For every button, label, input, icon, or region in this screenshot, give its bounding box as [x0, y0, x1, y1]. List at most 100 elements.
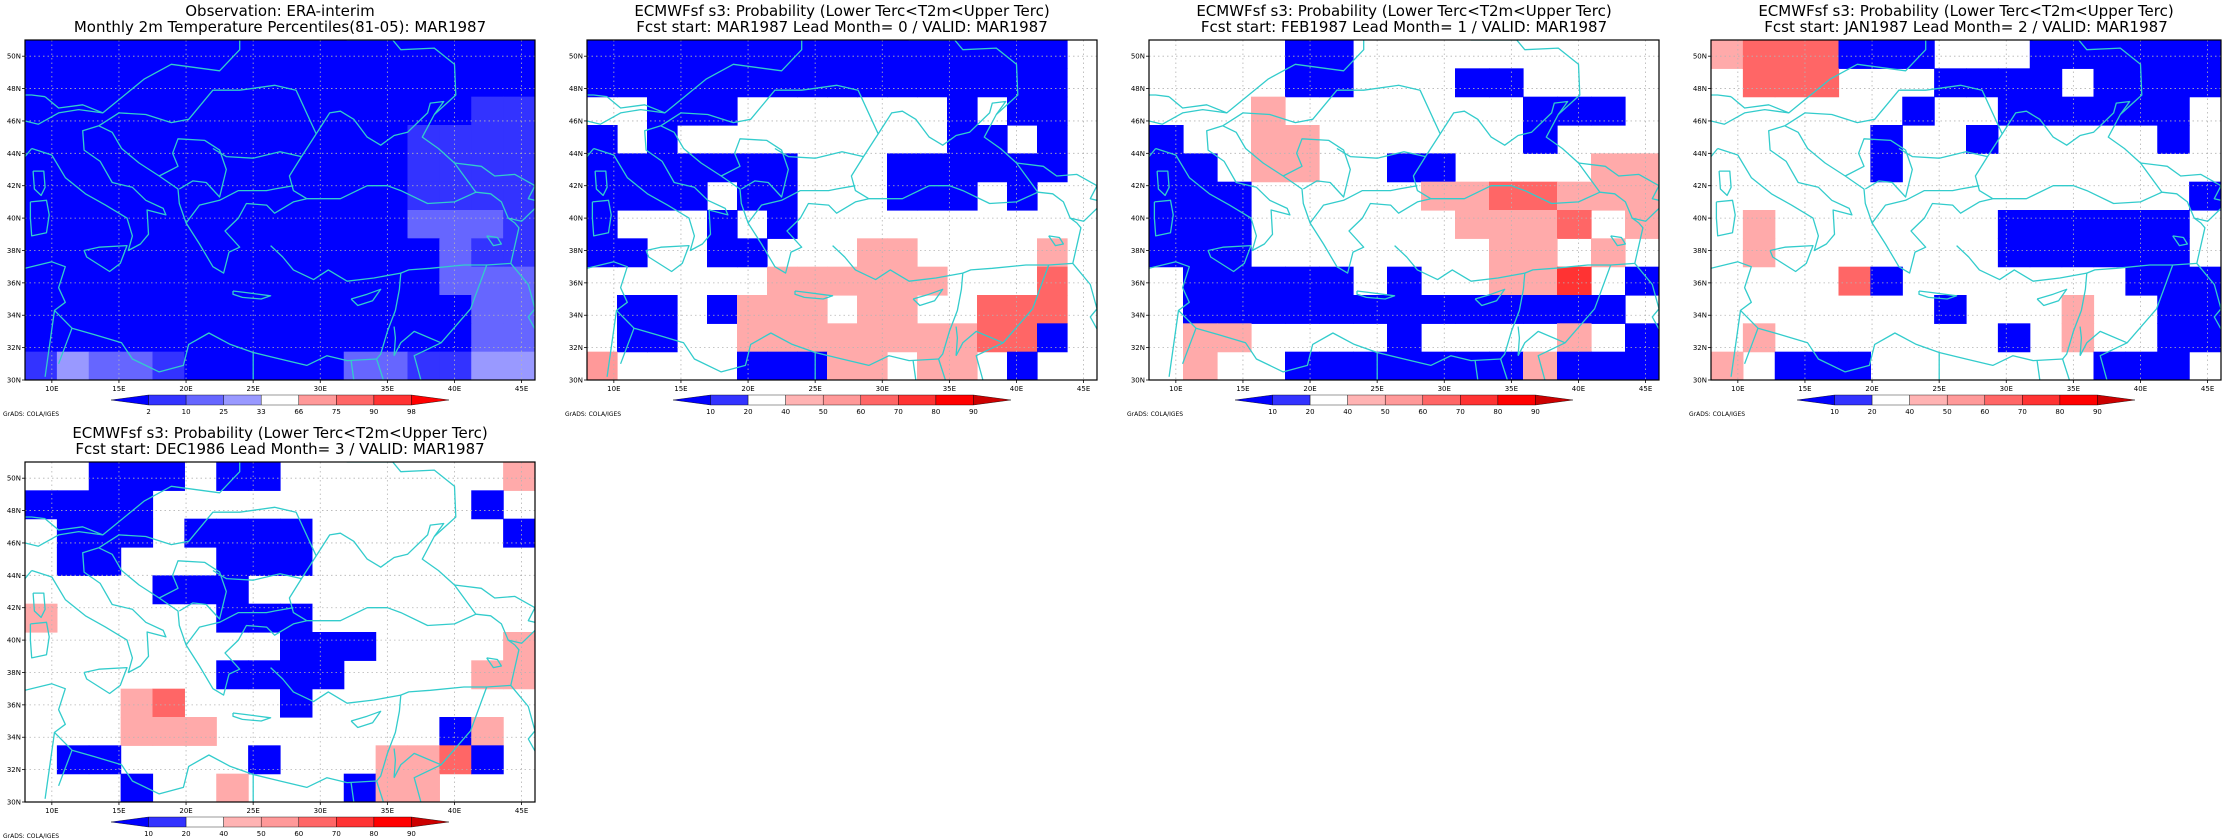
grid-cell [2157, 351, 2190, 380]
lon-tick-label: 35E [2067, 385, 2080, 393]
grid-cell [120, 490, 154, 520]
coastline [912, 288, 944, 307]
lat-tick-label: 48N [569, 85, 583, 93]
coastline [1711, 108, 1789, 125]
grid-cell [2125, 210, 2158, 239]
grid-cell [311, 660, 345, 690]
grid-cell [375, 210, 409, 239]
grid-cell [56, 40, 90, 69]
grid-cell [1387, 266, 1422, 296]
grid-cell [375, 40, 409, 69]
coastline [1672, 145, 1706, 244]
grid-cell [1557, 266, 1592, 296]
grid-cell [56, 490, 90, 520]
colorbar: 10 20 40 50 60 70 80 90 [672, 394, 1012, 416]
coastline [375, 358, 385, 380]
coastline [350, 360, 355, 380]
lat-tick-label: 36N [1131, 279, 1145, 287]
grid-cell [1183, 238, 1218, 268]
grid-cell [1591, 181, 1626, 211]
grid-cell [503, 351, 535, 380]
grid-cell [88, 351, 122, 380]
grid-cell [1037, 125, 1068, 154]
grid-cell [56, 238, 90, 268]
grid-cell [1489, 210, 1524, 239]
coastline [454, 162, 535, 222]
coastline [83, 666, 128, 695]
grid-cell [439, 717, 472, 746]
map-frame [1148, 39, 1660, 381]
lat-tick-label: 44N [1131, 150, 1145, 158]
coastline [350, 782, 355, 802]
grid-cell [647, 40, 678, 69]
grid-cell [343, 68, 377, 98]
lat-tick-label: 50N [1693, 53, 1707, 61]
coastline [1871, 185, 1980, 224]
grid-cell [2157, 68, 2190, 98]
coastline [350, 710, 382, 729]
grid-cell [120, 295, 154, 324]
grid-cell [407, 773, 440, 802]
grid-cell [120, 125, 154, 154]
coastline [25, 683, 377, 795]
grid-cell [977, 125, 1008, 154]
coastline [2099, 342, 2128, 380]
lat-tick-label: 40N [1131, 215, 1145, 223]
grid-cell [25, 125, 58, 154]
coastline [2234, 145, 2240, 244]
grid-cell [152, 40, 185, 69]
grid-cell [1806, 68, 1840, 98]
lat-tick-label: 40N [7, 637, 21, 645]
grid-cell [2093, 68, 2126, 98]
grid-cell [280, 68, 313, 98]
coastline [2140, 162, 2221, 222]
grid-cell [1251, 266, 1286, 296]
grid-cell [184, 68, 217, 98]
grid-cell [1625, 351, 1659, 380]
grid-cell [1557, 210, 1592, 239]
grid-cell [1489, 238, 1524, 268]
grid-cell [25, 238, 58, 268]
grid-cell [2061, 210, 2095, 239]
grid-cell [343, 40, 377, 69]
colorbar-label: 20 [1306, 408, 1315, 416]
grid-cell [1997, 210, 2031, 239]
grid-cell [152, 68, 185, 98]
colorbar-segment [1347, 394, 1386, 406]
lat-tick-label: 38N [569, 247, 583, 255]
coastline [606, 40, 803, 114]
lon-tick-label: 10E [45, 385, 58, 393]
map-panel-lead3: ECMWFsf s3: Probability (Lower Terc<T2m<… [3, 424, 536, 840]
grid-cell [1319, 40, 1354, 69]
grid-cell [311, 266, 345, 296]
grid-cell [677, 40, 708, 69]
grid-cell [503, 153, 535, 183]
grid-cell [947, 351, 978, 380]
lat-tick-label: 38N [1131, 247, 1145, 255]
grid-cell [1774, 40, 1808, 69]
panel-title-line1: Observation: ERA-interim [185, 2, 375, 20]
colorbar-segment [1871, 394, 1910, 406]
grid-cell [311, 295, 345, 324]
coastline [587, 108, 665, 125]
coastline [1711, 148, 1719, 158]
lon-tick-label: 15E [112, 385, 125, 393]
lat-tick-label: 38N [7, 669, 21, 677]
grid-cell [1285, 295, 1320, 324]
grid-cell [375, 266, 409, 296]
coastline [32, 170, 46, 197]
grid-cell [216, 351, 249, 380]
grid-cell [248, 603, 281, 633]
grid-cell [88, 181, 122, 211]
colorbar-label: 80 [1493, 408, 1502, 416]
colorbar-label: 66 [294, 408, 303, 416]
coastline [619, 327, 635, 365]
grid-cell [152, 295, 185, 324]
lon-tick-label: 15E [1236, 385, 1249, 393]
lat-tick-label: 36N [7, 701, 21, 709]
grid-cell [503, 462, 535, 491]
grid-cell [375, 68, 409, 98]
grid-cell [1037, 40, 1068, 69]
grid-cell [311, 153, 345, 183]
lat-tick-label: 30N [1131, 377, 1145, 385]
